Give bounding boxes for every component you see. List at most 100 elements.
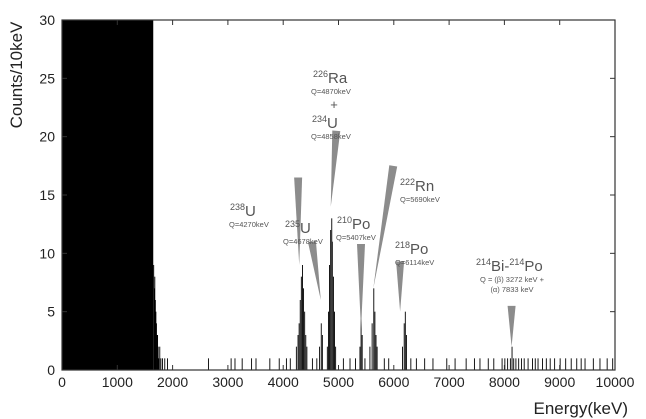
bipo-q-value-line2: (α) 7833 keV xyxy=(490,285,533,294)
annotation-arrows xyxy=(294,130,516,347)
u234-q-value: Q=4858keV xyxy=(311,132,351,141)
u235-q-value: Q=4678keV xyxy=(283,237,323,246)
peak-bar xyxy=(304,311,306,370)
peak-bar xyxy=(371,323,373,370)
single-count-bar xyxy=(534,358,536,370)
y-tick-label: 30 xyxy=(39,12,55,28)
single-count-bar xyxy=(388,358,390,370)
single-count-bar xyxy=(570,358,572,370)
single-count-bar xyxy=(592,358,594,370)
single-count-bar xyxy=(278,358,280,370)
single-count-bar xyxy=(520,358,522,370)
arrow-ra226-u234 xyxy=(330,130,341,207)
x-tick-label: 8000 xyxy=(489,374,520,390)
ra226-label: 226Ra xyxy=(313,69,348,87)
single-count-bar xyxy=(364,358,366,370)
tail-bar xyxy=(153,265,155,370)
single-count-bar xyxy=(383,358,385,370)
single-count-bar xyxy=(415,358,417,370)
arrow-u238 xyxy=(294,177,303,265)
single-count-bar xyxy=(311,358,313,370)
arrow-po210 xyxy=(357,244,366,330)
single-count-bar xyxy=(487,358,489,370)
single-count-bar xyxy=(542,358,543,370)
single-count-bar xyxy=(432,358,434,370)
tail-bar xyxy=(164,358,166,370)
peak-bar xyxy=(330,230,332,370)
u235-label: 235U xyxy=(285,219,311,237)
peak-bar xyxy=(360,311,362,370)
x-tick-label: 2000 xyxy=(157,374,188,390)
single-count-bar xyxy=(479,358,481,370)
single-count-bar xyxy=(285,358,287,370)
single-count-bar xyxy=(465,358,467,370)
arrow-po218 xyxy=(396,261,405,312)
x-axis-label: Energy(keV) xyxy=(534,399,628,418)
single-count-bar xyxy=(554,358,556,370)
peak-bar xyxy=(405,335,407,370)
single-count-bar xyxy=(515,358,517,370)
peak-bar xyxy=(369,346,371,370)
y-tick-label: 25 xyxy=(39,70,55,86)
single-count-bar xyxy=(545,358,547,370)
peak-bar xyxy=(513,358,515,370)
peak-bar xyxy=(321,335,323,370)
single-count-bar xyxy=(576,358,578,370)
peak-bar xyxy=(320,323,322,370)
single-count-bar xyxy=(269,358,271,370)
tail-bar xyxy=(154,300,156,370)
single-count-bar xyxy=(507,358,509,370)
peak-bar xyxy=(361,335,363,370)
peak-bar xyxy=(298,323,300,370)
single-count-bar xyxy=(446,358,448,370)
x-tick-label: 4000 xyxy=(268,374,299,390)
y-tick-label: 0 xyxy=(47,362,55,378)
single-count-bar xyxy=(355,358,356,370)
single-count-bar xyxy=(289,358,291,370)
tail-bar xyxy=(160,358,162,370)
rn222-label: 222Rn xyxy=(400,177,434,195)
single-count-bar xyxy=(493,358,495,370)
single-count-bar xyxy=(612,358,614,370)
tail-bar xyxy=(154,276,156,370)
single-count-bar xyxy=(473,358,475,370)
single-count-bar xyxy=(454,358,456,370)
peak-bar xyxy=(373,288,375,370)
ra226-q-value: Q=4870keV xyxy=(311,87,351,96)
single-count-bar xyxy=(501,358,503,370)
tail-bar xyxy=(158,358,160,370)
x-tick-label: 5000 xyxy=(323,374,354,390)
single-count-bar xyxy=(559,358,561,370)
single-count-bar xyxy=(241,358,243,370)
single-count-bar xyxy=(584,358,586,370)
peak-bar xyxy=(326,346,328,370)
u234-label: 234U xyxy=(312,114,338,132)
x-tick-label: 0 xyxy=(58,374,66,390)
x-tick-label: 3000 xyxy=(212,374,243,390)
tail-bar xyxy=(162,358,163,370)
tail-bar xyxy=(167,358,168,370)
single-count-bar xyxy=(342,358,344,370)
y-tick-label: 10 xyxy=(39,245,55,261)
peak-bar xyxy=(306,346,308,370)
peak-bar xyxy=(303,288,305,370)
peak-bar xyxy=(511,346,513,370)
x-tick-label: 7000 xyxy=(434,374,465,390)
u238-q-value: Q=4270keV xyxy=(229,220,269,229)
peak-bar xyxy=(376,346,378,370)
single-count-bar xyxy=(599,358,601,370)
peak-bar xyxy=(402,346,403,370)
tail-bar xyxy=(157,346,159,370)
peak-bar xyxy=(297,335,299,370)
arrow-bipo xyxy=(507,305,516,347)
rn222-q-value: Q=5690keV xyxy=(400,195,440,204)
peak-bar xyxy=(300,276,302,370)
arrow-rn222 xyxy=(373,165,398,289)
single-count-bar xyxy=(504,358,506,370)
u238-label: 238U xyxy=(230,202,256,220)
peak-bar xyxy=(302,265,303,370)
bipo-q-value-line1: Q = (β) 3272 keV + xyxy=(480,275,545,284)
po210-q-value: Q=5407keV xyxy=(336,233,376,242)
histogram-bars xyxy=(62,20,614,370)
